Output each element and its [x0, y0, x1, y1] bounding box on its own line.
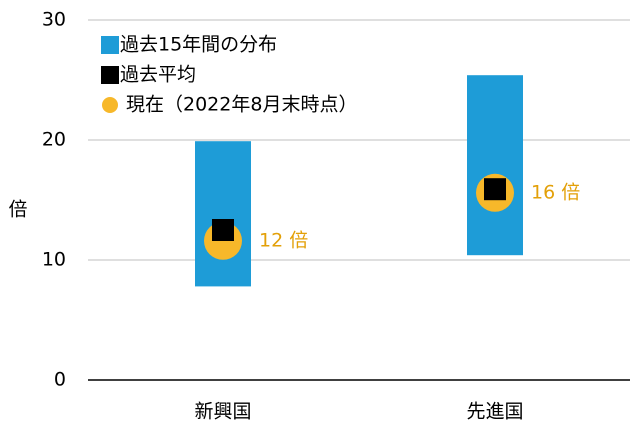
legend-marker	[101, 66, 119, 84]
legend-marker	[101, 36, 119, 54]
range-bar	[467, 75, 523, 256]
average-marker	[484, 178, 506, 201]
range-bar	[195, 141, 251, 287]
legend-label: 過去平均	[120, 64, 196, 86]
y-tick-label: 10	[42, 249, 66, 271]
data-label: 12 倍	[259, 229, 308, 251]
legend-label: 現在（2022年8月末時点）	[126, 94, 357, 116]
data-label: 16 倍	[531, 181, 580, 203]
average-marker	[212, 219, 234, 241]
y-tick-label: 0	[54, 369, 66, 391]
y-tick-label: 20	[42, 129, 66, 151]
y-axis-label: 倍	[8, 199, 27, 221]
legend-marker	[102, 97, 118, 113]
y-tick-label: 30	[42, 9, 66, 31]
x-tick-label: 先進国	[466, 401, 523, 423]
legend-label: 過去15年間の分布	[120, 34, 277, 56]
x-tick-label: 新興国	[194, 401, 251, 423]
